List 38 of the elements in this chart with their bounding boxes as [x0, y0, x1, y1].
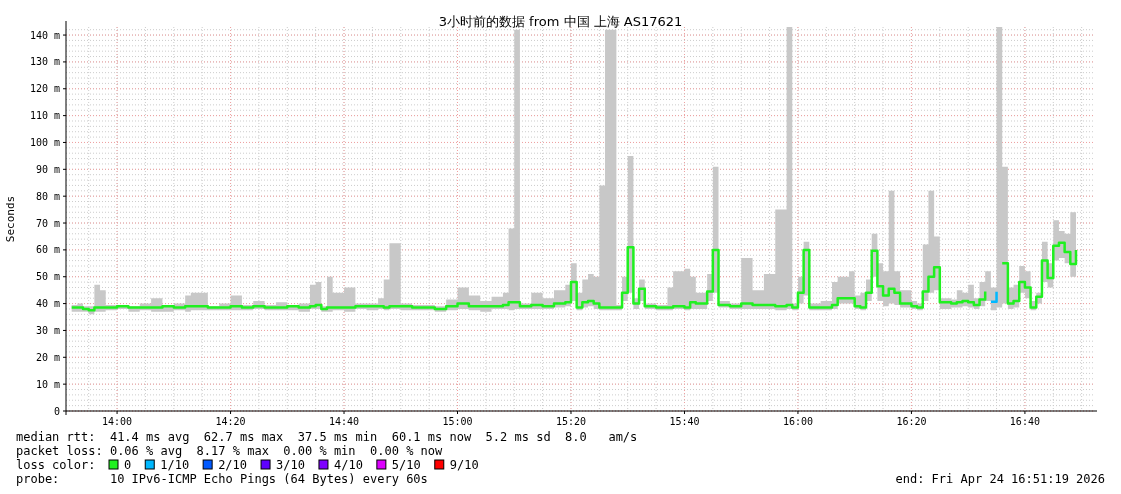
- y-tick-label: 90 m: [35, 163, 60, 175]
- legend-label: 4/10: [333, 458, 363, 472]
- legend-label: 1/10: [160, 458, 190, 472]
- y-tick-label: 10 m: [35, 378, 60, 390]
- text: packet loss: 0.06 % avg 8.17 % max 0.00 % min 0.00 % now: [16, 444, 444, 458]
- y-tick-label: 100 m: [29, 136, 60, 148]
- y-tick-label: 130 m: [29, 56, 60, 68]
- y-tick-label: 120 m: [29, 83, 60, 95]
- y-tick-label: 50 m: [35, 271, 60, 283]
- text: probe: 10 IPv6-ICMP Echo Pings (64 Bytes) every 60s: [16, 472, 428, 486]
- x-tick-label: 14:00: [102, 416, 133, 427]
- legend-label: 0: [124, 458, 132, 472]
- x-tick-label: 15:40: [669, 416, 700, 427]
- x-tick-label: 15:00: [442, 416, 473, 427]
- legend-label: 5/10: [391, 458, 421, 472]
- legend-label: 9/10: [449, 458, 479, 472]
- chart-title: 3小时前的数据 from 中国 上海 AS17621: [438, 14, 683, 29]
- y-axis-title: Seconds: [4, 195, 17, 243]
- x-tick-label: 16:20: [896, 416, 927, 427]
- y-tick-label: 110 m: [29, 110, 60, 122]
- legend-title: loss color:: [16, 458, 96, 472]
- legend-label: 3/10: [276, 458, 305, 472]
- x-tick-label: 16:00: [782, 416, 813, 427]
- x-tick-label: 14:20: [215, 416, 246, 427]
- y-tick-label: 40 m: [35, 298, 60, 310]
- y-tick-label: 20 m: [35, 351, 60, 363]
- text: end: Fri Apr 24 16:51:19 2026: [895, 472, 1105, 486]
- y-tick-label: 70 m: [35, 217, 60, 229]
- legend-label: 2/10: [218, 458, 248, 472]
- y-tick-label: 60 m: [35, 244, 60, 256]
- x-tick-label: 14:40: [328, 416, 360, 427]
- y-tick-label: 80 m: [35, 190, 60, 202]
- y-tick-label: 0: [53, 405, 60, 417]
- text: median rtt: 41.4 ms avg 62.7 ms max 37.5 ms min 60.1 ms now 5.2 ms sd 8.0 am/s: [16, 430, 638, 444]
- x-tick-label: 15:20: [555, 416, 587, 427]
- y-tick-label: 30 m: [35, 324, 60, 336]
- x-tick-label: 16:40: [1009, 416, 1040, 427]
- y-tick-label: 140 m: [29, 29, 60, 41]
